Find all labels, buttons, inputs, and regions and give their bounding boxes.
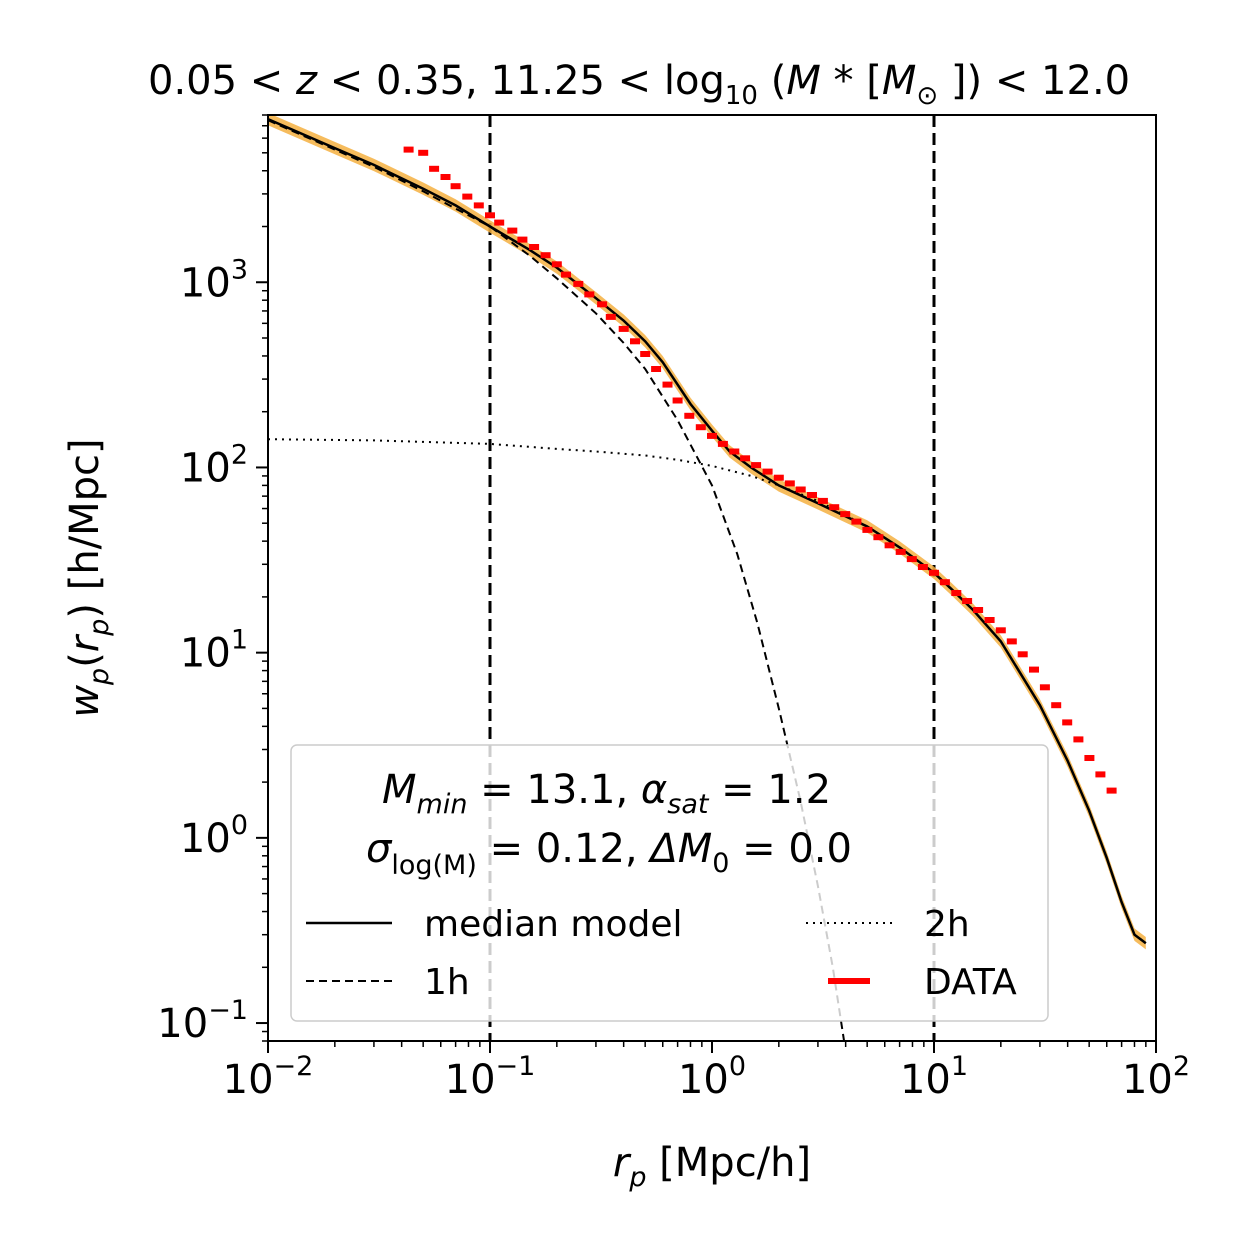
data-point <box>951 590 962 596</box>
data-point <box>729 448 740 455</box>
data-point <box>551 261 562 268</box>
data-point <box>995 627 1006 634</box>
data-point <box>684 412 695 419</box>
data-point <box>795 486 806 493</box>
y-tick-label: 102 <box>180 439 248 491</box>
data-point <box>429 165 440 172</box>
y-tick-label: 10−1 <box>157 995 248 1047</box>
data-point <box>561 271 571 278</box>
data-point <box>784 480 795 487</box>
legend-data-label: DATA <box>924 962 1017 1003</box>
data-point <box>517 236 528 243</box>
data-point <box>1006 638 1017 645</box>
data-point <box>418 149 429 156</box>
data-point <box>762 468 773 475</box>
data-point <box>605 313 616 320</box>
data-point <box>773 474 784 481</box>
data-point <box>540 252 551 259</box>
data-point <box>717 440 728 447</box>
data-point <box>840 511 851 518</box>
data-point <box>929 569 939 576</box>
data-point <box>873 534 884 541</box>
chart-title: 0.05 < z < 0.35, 11.25 < log10 (M * [M⊙ … <box>148 58 1130 111</box>
data-point <box>906 556 917 563</box>
data-point <box>695 424 706 431</box>
y-tick-label: 103 <box>180 254 248 306</box>
legend-box <box>290 744 1049 1022</box>
data-point <box>1062 719 1073 726</box>
data-point <box>573 280 584 287</box>
data-point <box>829 504 840 511</box>
data-point <box>529 244 540 250</box>
data-point <box>917 564 928 570</box>
data-point <box>494 219 505 226</box>
data-point <box>473 202 484 209</box>
data-points <box>403 146 1117 794</box>
legend-param-line-1: Mmin = 13.1, αsat = 1.2 <box>382 767 831 820</box>
x-tick-label: 102 <box>1122 1051 1190 1103</box>
data-point <box>740 455 751 462</box>
data-point <box>640 351 651 357</box>
data-point <box>984 617 995 623</box>
x-tick-label: 10−1 <box>445 1051 536 1103</box>
data-point <box>884 542 895 549</box>
data-point <box>817 497 828 504</box>
data-point <box>651 366 662 372</box>
data-point <box>630 338 640 345</box>
data-point <box>939 579 950 586</box>
data-point <box>462 193 473 200</box>
data-point <box>751 462 762 469</box>
legend-param-line-2: σlog(M) = 0.12, ΔM0 = 0.0 <box>366 826 852 881</box>
data-point <box>672 397 683 404</box>
legend-2h-label: 2h <box>924 904 970 945</box>
x-tick-label: 10−2 <box>223 1051 314 1103</box>
series-2h-line <box>268 438 1147 944</box>
data-point <box>895 548 906 555</box>
data-point <box>962 598 973 604</box>
data-point <box>1073 736 1084 743</box>
data-point <box>1017 651 1028 658</box>
y-tick-label: 101 <box>180 625 248 677</box>
data-point <box>1029 666 1039 673</box>
x-axis-label: rp [Mpc/h] <box>613 1140 811 1193</box>
data-point <box>1051 702 1062 709</box>
data-point <box>1039 684 1050 691</box>
data-point <box>973 607 984 613</box>
x-tick-label: 100 <box>678 1051 746 1103</box>
data-point <box>450 183 461 190</box>
data-point <box>440 174 451 180</box>
data-point <box>1095 771 1106 778</box>
data-point <box>507 227 518 234</box>
data-point <box>807 492 817 498</box>
legend: Mmin = 13.1, αsat = 1.2 σlog(M) = 0.12, … <box>290 744 1049 1022</box>
data-point <box>851 518 862 525</box>
x-tick-label: 101 <box>900 1051 968 1103</box>
vertical-reference-lines <box>488 115 936 1041</box>
data-point <box>584 291 595 298</box>
data-point <box>618 325 629 332</box>
y-axis-label: wp(rp) [h/Mpc] <box>62 438 115 717</box>
data-point <box>403 146 414 153</box>
data-point <box>597 301 608 308</box>
y-tick-label: 100 <box>180 810 248 862</box>
data-point <box>862 526 873 533</box>
legend-median-label: median model <box>424 904 683 945</box>
data-point <box>662 381 673 388</box>
data-point <box>485 212 495 219</box>
data-point <box>707 432 717 439</box>
legend-1h-label: 1h <box>424 962 470 1003</box>
data-point <box>1084 755 1095 761</box>
data-point <box>1106 787 1117 794</box>
